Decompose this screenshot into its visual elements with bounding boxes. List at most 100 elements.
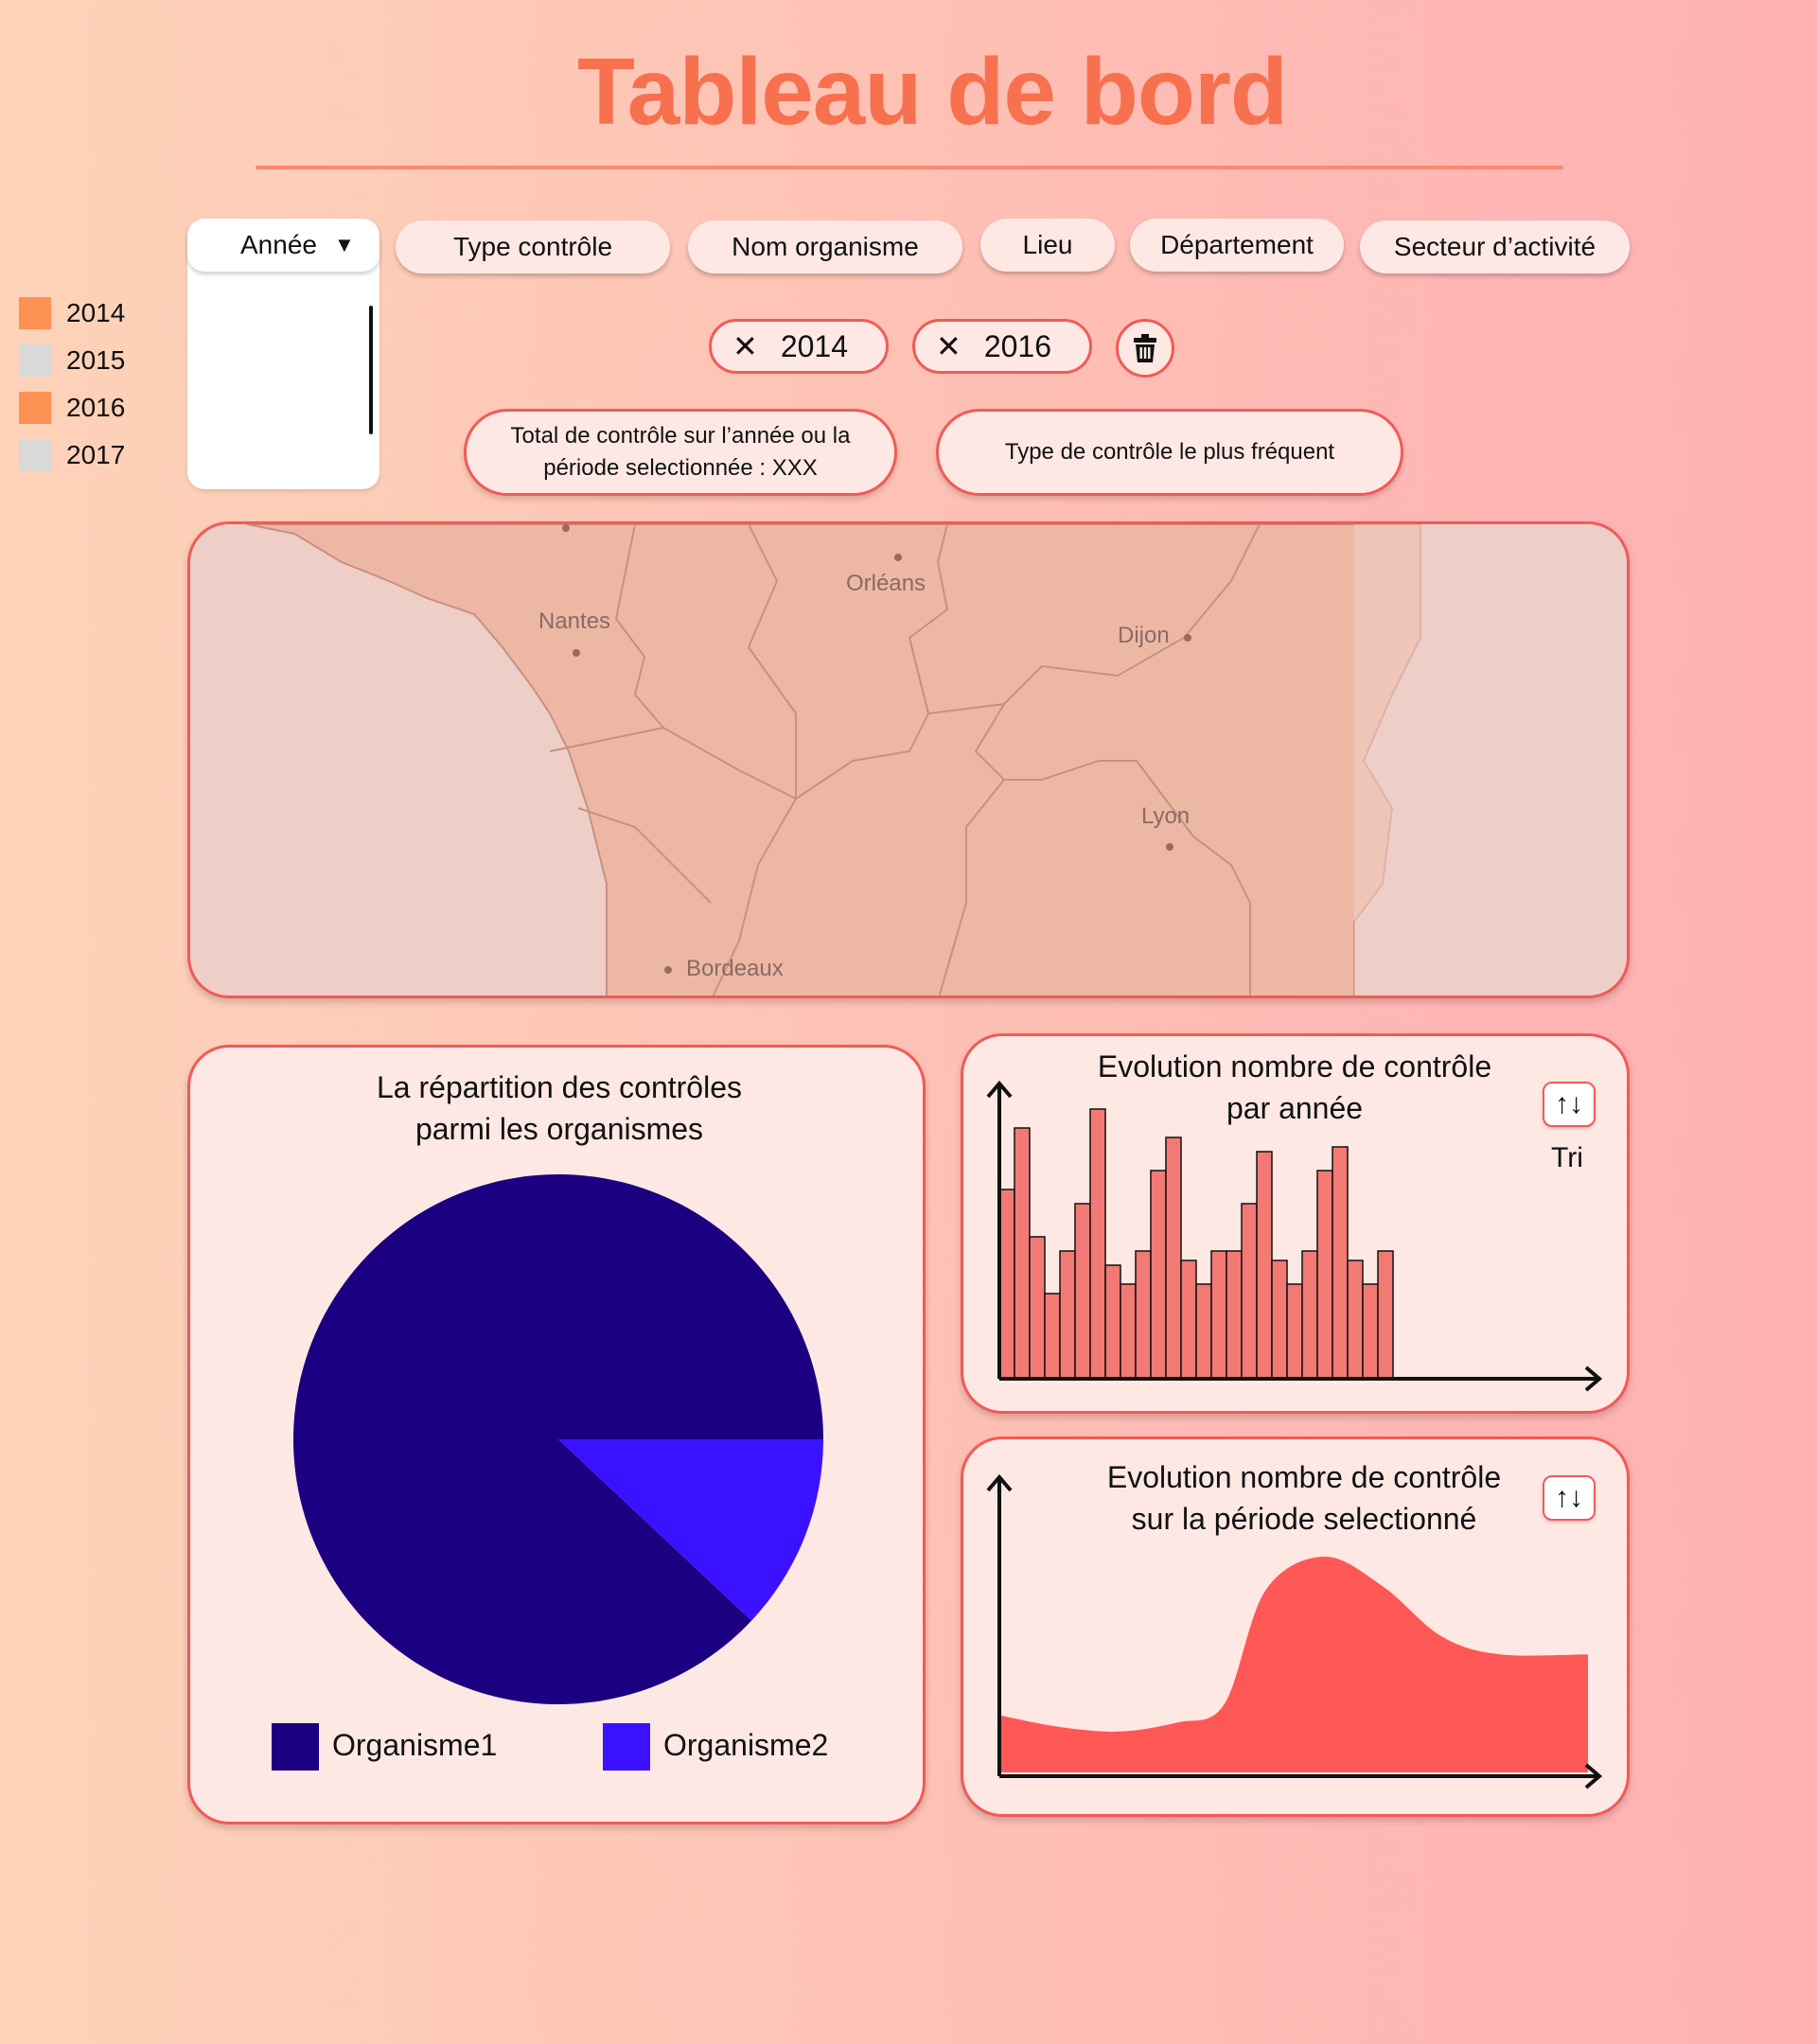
year-filter-label: Année [240, 230, 317, 259]
year-option-label: 2014 [66, 298, 126, 327]
bar [1347, 1260, 1364, 1380]
year-option-label: 2017 [66, 440, 126, 469]
bar [998, 1189, 1015, 1380]
bar [1180, 1260, 1197, 1380]
total-controles-box: Total de contrôle sur l’année ou la péri… [464, 409, 897, 496]
legend-swatch-organisme2 [603, 1723, 650, 1771]
pie-chart-title-line2: parmi les organismes [415, 1112, 704, 1146]
bar [1241, 1203, 1258, 1380]
year-option-2015[interactable]: 2015 [19, 344, 125, 378]
page-title: Tableau de bord [577, 39, 1288, 145]
filter-nom-organisme[interactable]: Nom organisme [688, 220, 962, 273]
checkbox-checked-icon[interactable] [19, 392, 51, 424]
bar [1377, 1250, 1394, 1380]
year-option-label: 2016 [66, 393, 126, 422]
chip-label: 2014 [780, 328, 848, 363]
map-panel[interactable]: Nantes Orléans Dijon Lyon Bordeaux [187, 521, 1630, 998]
filter-secteur-activite[interactable]: Secteur d’activité [1360, 220, 1630, 273]
sort-arrows-icon: ↑↓ [1555, 1482, 1583, 1513]
checkbox-checked-icon[interactable] [19, 297, 51, 329]
bar [1044, 1293, 1061, 1380]
bar [1210, 1250, 1227, 1380]
total-controles-line2: période selectionnée : XXX [543, 455, 818, 481]
sort-arrows-icon: ↑↓ [1555, 1088, 1583, 1119]
bar [1362, 1283, 1379, 1380]
bar-chart-card: Evolution nombre de contrôle par année ↑… [961, 1033, 1630, 1414]
close-icon[interactable]: ✕ [936, 329, 961, 363]
map-label-dijon: Dijon [1118, 623, 1170, 648]
city-markers [562, 524, 1191, 974]
map-label-nantes: Nantes [538, 608, 611, 634]
filter-lieu[interactable]: Lieu [980, 219, 1115, 272]
clear-filters-button[interactable] [1116, 319, 1174, 378]
map-label-bordeaux: Bordeaux [686, 956, 784, 981]
bar [1301, 1250, 1318, 1380]
region-borders [549, 524, 1261, 996]
bar-chart-title: Evolution nombre de contrôle par année [1039, 1046, 1550, 1129]
x-axis-arrow [1584, 1763, 1603, 1789]
bar [1165, 1137, 1182, 1380]
sort-button[interactable]: ↑↓ [1543, 1475, 1596, 1521]
bar [1074, 1203, 1091, 1380]
pie-slice-organisme2 [558, 1439, 823, 1621]
total-controles-line1: Total de contrôle sur l’année ou la [510, 423, 851, 449]
bar-chart-title-line2: par année [1226, 1091, 1364, 1125]
land-mass [246, 524, 1421, 996]
bar [1271, 1260, 1288, 1380]
area-chart [986, 1473, 1603, 1789]
year-option-2014[interactable]: 2014 [19, 296, 125, 330]
year-option-label: 2015 [66, 345, 126, 375]
year-option-2017[interactable]: 2017 [19, 438, 125, 472]
bar [1256, 1151, 1273, 1380]
active-filter-chip-2016[interactable]: ✕ 2016 [912, 319, 1092, 374]
chip-label: 2016 [983, 328, 1051, 363]
legend-label-organisme2: Organisme2 [663, 1728, 829, 1762]
map-canvas[interactable] [190, 524, 1630, 998]
bar [1014, 1127, 1031, 1380]
bar [1195, 1283, 1212, 1380]
bar [1104, 1264, 1121, 1380]
active-filter-chip-2014[interactable]: ✕ 2014 [709, 319, 889, 374]
map-label-orleans: Orléans [846, 571, 926, 596]
bar [1120, 1283, 1137, 1380]
y-axis-arrow [986, 1473, 1013, 1492]
dropdown-scrollbar[interactable] [369, 306, 373, 434]
bar-chart [986, 1080, 1603, 1392]
legend-swatch-organisme1 [272, 1723, 319, 1771]
sort-label: Tri [1551, 1142, 1583, 1173]
title-divider [256, 166, 1563, 169]
area-chart-title: Evolution nombre de contrôle sur la péri… [1058, 1456, 1550, 1540]
legend-label-organisme1: Organisme1 [332, 1728, 498, 1762]
checkbox-unchecked-icon[interactable] [19, 439, 51, 471]
pie-chart [293, 1174, 823, 1704]
x-axis-arrow [1584, 1366, 1603, 1392]
bar [1029, 1236, 1046, 1380]
sort-button[interactable]: ↑↓ [1543, 1082, 1596, 1127]
filter-departement[interactable]: Département [1130, 219, 1344, 272]
map-label-lyon: Lyon [1141, 803, 1191, 829]
year-dropdown-panel: Année ▼ [187, 219, 379, 489]
bar [1316, 1170, 1333, 1380]
y-axis-arrow [986, 1080, 1013, 1099]
pie-chart-title-line1: La répartition des contrôles [377, 1070, 742, 1104]
checkbox-unchecked-icon[interactable] [19, 344, 51, 377]
caret-down-icon: ▼ [333, 233, 355, 256]
type-controle-frequent-box: Type de contrôle le plus fréquent [936, 409, 1403, 496]
bar [1226, 1250, 1243, 1380]
area-chart-card: Evolution nombre de contrôle sur la péri… [961, 1436, 1630, 1817]
pie-chart-title: La répartition des contrôles parmi les o… [190, 1066, 928, 1150]
right-overlay [1354, 524, 1627, 996]
area-chart-title-line2: sur la période selectionné [1131, 1502, 1477, 1536]
area-chart-title-line1: Evolution nombre de contrôle [1106, 1460, 1502, 1494]
year-option-2016[interactable]: 2016 [19, 391, 125, 425]
year-filter-button[interactable]: Année ▼ [187, 219, 379, 272]
pie-chart-card: La répartition des contrôles parmi les o… [187, 1045, 926, 1824]
area-series [1001, 1556, 1588, 1772]
trash-icon [1134, 334, 1156, 362]
close-icon[interactable]: ✕ [732, 329, 758, 363]
bar [1059, 1250, 1076, 1380]
filter-type-controle[interactable]: Type contrôle [396, 220, 670, 273]
bar [1089, 1108, 1106, 1380]
bar [1286, 1283, 1303, 1380]
bar [1135, 1250, 1152, 1380]
